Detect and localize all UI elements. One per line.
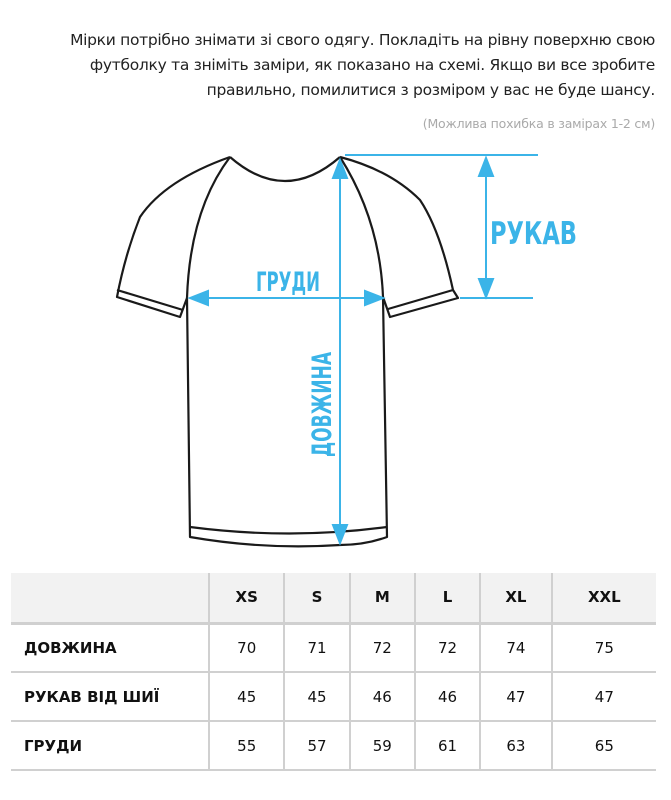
cell: 65 [550,721,656,770]
size-xl: XL [479,573,552,625]
size-xxl: XXL [550,573,656,625]
cell: 59 [348,721,415,770]
cell: 47 [479,672,552,721]
cell: 61 [413,721,481,770]
row-label: ГРУДИ [24,736,83,755]
measurement-arrows [187,154,538,546]
row-label: РУКАВ ВІД ШИЇ [24,687,160,706]
cell: 47 [550,672,656,721]
cell: 55 [207,721,285,770]
sleeve-label: РУКАВ [490,216,577,252]
cell: 71 [283,623,350,672]
size-s: S [283,573,350,625]
table-row: РУКАВ ВІД ШИЇ 45 45 46 46 47 47 [11,672,656,721]
size-l: L [413,573,481,625]
cell: 45 [207,672,285,721]
cell: 72 [348,623,415,672]
cell: 46 [348,672,415,721]
chest-label: ГРУДИ [256,267,320,298]
tshirt-outline [115,155,460,548]
cell: 74 [479,623,552,672]
size-xs: XS [207,573,285,625]
size-table: XS S M L XL XXL ДОВЖИНА 70 71 72 72 74 7… [11,573,656,771]
length-label: ДОВЖИНА [307,352,338,457]
cell: 70 [207,623,285,672]
intro-text: Мірки потрібно знімати зі свого одягу. П… [70,31,655,99]
cell: 75 [550,623,656,672]
size-header-row: XS S M L XL XXL [11,573,656,625]
cell: 63 [479,721,552,770]
cell: 46 [413,672,481,721]
cell: 72 [413,623,481,672]
size-m: M [348,573,415,625]
row-label: ДОВЖИНА [24,638,117,657]
cell: 57 [283,721,350,770]
table-row: ДОВЖИНА 70 71 72 72 74 75 [11,623,656,672]
tshirt-measurement-diagram: РУКАВ ГРУДИ ДОВЖИНА [115,154,577,548]
cell: 45 [283,672,350,721]
measurement-error-note: (Можлива похибка в замірах 1-2 см) [422,116,655,131]
table-row: ГРУДИ 55 57 59 61 63 65 [11,721,656,770]
